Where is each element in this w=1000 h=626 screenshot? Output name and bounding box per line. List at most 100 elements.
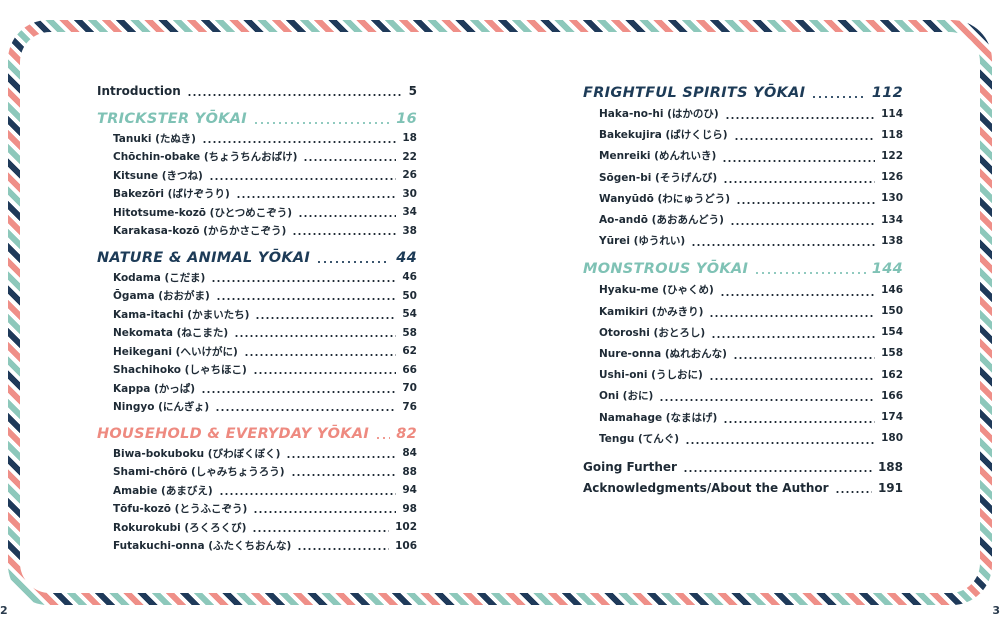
- label: Futakuchi-onna (ふたくちおんな): [113, 540, 292, 553]
- toc-entry: Heikegani (へいけがに) 62: [97, 342, 417, 361]
- page-ref: 44: [396, 250, 417, 266]
- toc-entry: Bakekujira (ばけくじら) 118: [583, 124, 903, 145]
- label: Introduction: [97, 84, 181, 98]
- label: MONSTROUS YŌKAI: [583, 261, 749, 278]
- toc-entry: Kappa (かっぱ) 70: [97, 379, 417, 398]
- label: Shami-chōrō (しゃみちょうろう): [113, 466, 285, 479]
- toc-entry: Kodama (こだま) 46: [97, 268, 417, 287]
- dot-leader: [186, 87, 403, 97]
- page-number: 3: [992, 604, 1000, 617]
- label: HOUSEHOLD & EVERYDAY YŌKAI: [97, 426, 370, 442]
- dot-leader: [292, 226, 397, 236]
- page-ref: 134: [881, 213, 903, 226]
- toc-entry: Ōgama (おおがま) 50: [97, 287, 417, 306]
- toc-left: Introduction 5 TRICKSTER YŌKAI 16 Tanuki (たぬ…: [97, 81, 417, 555]
- label: Nekomata (ねこまた): [113, 327, 229, 340]
- page-ref: 50: [402, 289, 417, 302]
- page-ref: 114: [881, 107, 903, 120]
- page-ref: 126: [881, 171, 903, 184]
- label: Yūrei (ゆうれい): [599, 235, 686, 248]
- page-ref: 188: [877, 459, 903, 474]
- toc-entry: Sōgen-bi (そうげんび) 126: [583, 167, 903, 188]
- page-ref: 22: [402, 150, 417, 163]
- label: Kitsune (きつね): [113, 169, 203, 182]
- section-heading: HOUSEHOLD & EVERYDAY YŌKAI 82: [97, 424, 417, 444]
- page-ref: 82: [396, 426, 417, 442]
- toc-entry: Kama-itachi (かまいたち) 54: [97, 305, 417, 324]
- dot-leader: [659, 392, 876, 403]
- dot-leader: [754, 265, 866, 276]
- page-ref: 18: [402, 132, 417, 145]
- label: Hitotsume-kozō (ひとつめこぞう): [113, 206, 293, 219]
- toc-entry: Kitsune (きつね) 26: [97, 166, 417, 185]
- toc-entry: Ningyo (にんぎょ) 76: [97, 398, 417, 417]
- toc-entry: Bakezōri (ばけぞうり) 30: [97, 185, 417, 204]
- toc-entry: Rokurokubi (ろくろくび) 102: [97, 518, 417, 537]
- label: Ao-andō (あおあんどう): [599, 214, 724, 227]
- dot-leader: [286, 448, 397, 459]
- page-ref: 118: [881, 128, 903, 141]
- toc-entry: Karakasa-kozō (からかさこぞう) 38: [97, 222, 417, 241]
- label: Karakasa-kozō (からかさこぞう): [113, 225, 287, 238]
- toc-entry: Tōfu-kozō (とうふこぞう) 98: [97, 500, 417, 519]
- label: Acknowledgments/About the Author: [583, 480, 829, 495]
- page-ref: 34: [402, 206, 417, 219]
- label: Nure-onna (ぬれおんな): [599, 347, 727, 360]
- page-ref: 66: [402, 363, 417, 376]
- dot-leader: [682, 462, 872, 473]
- dot-leader: [255, 309, 397, 320]
- dot-leader: [685, 434, 876, 445]
- dot-leader: [722, 152, 876, 163]
- dot-leader: [208, 170, 397, 181]
- toc-main-entry: Going Further 188: [583, 457, 903, 477]
- page-ref: 54: [402, 308, 417, 321]
- toc-entry: Shami-chōrō (しゃみちょうろう) 88: [97, 463, 417, 482]
- toc-entry: Shachihoko (しゃちほこ) 66: [97, 361, 417, 380]
- page-ref: 158: [881, 347, 903, 360]
- dot-leader: [211, 272, 397, 283]
- dot-leader: [234, 328, 397, 338]
- label: Haka-no-hi (はかのひ): [599, 108, 719, 121]
- page-ref: 162: [881, 368, 903, 381]
- toc-entry: Chōchin-obake (ちょうちんおばけ) 22: [97, 148, 417, 167]
- dot-leader: [723, 413, 876, 424]
- dot-leader: [723, 173, 876, 184]
- label: Menreiki (めんれいき): [599, 150, 717, 163]
- label: Bakezōri (ばけぞうり): [113, 188, 230, 201]
- dot-leader: [290, 467, 397, 477]
- section-heading: NATURE & ANIMAL YŌKAI 44: [97, 248, 417, 268]
- page-ref: 150: [881, 305, 903, 318]
- label: Tengu (てんぐ): [599, 432, 680, 445]
- label: Kappa (かっぱ): [113, 382, 196, 395]
- label: TRICKSTER YŌKAI: [97, 111, 247, 127]
- label: Kodama (こだま): [113, 271, 206, 284]
- label: NATURE & ANIMAL YŌKAI: [97, 250, 311, 266]
- dot-leader: [729, 216, 876, 227]
- label: Oni (おに): [599, 390, 654, 403]
- page-ref: 62: [402, 345, 417, 358]
- page-ref: 130: [881, 192, 903, 205]
- page-ref: 166: [881, 389, 903, 402]
- dot-leader: [303, 152, 397, 162]
- toc-entry: Tengu (てんぐ) 180: [583, 428, 903, 449]
- dot-leader: [215, 291, 397, 301]
- toc-entry: Nure-onna (ぬれおんな) 158: [583, 343, 903, 364]
- dot-leader: [708, 371, 876, 382]
- dot-leader: [691, 237, 876, 248]
- dot-leader: [218, 485, 397, 496]
- label: Hyaku-me (ひゃくめ): [599, 284, 714, 297]
- dot-leader: [724, 110, 876, 121]
- label: Chōchin-obake (ちょうちんおばけ): [113, 151, 298, 164]
- label: Bakekujira (ばけくじら): [599, 129, 728, 142]
- dot-leader: [811, 89, 866, 99]
- dot-leader: [711, 328, 876, 339]
- dot-leader: [252, 522, 390, 533]
- dot-leader: [375, 430, 391, 440]
- page-ref: 112: [871, 85, 903, 101]
- label: Amabie (あまびえ): [113, 484, 213, 497]
- toc-entry: Ushi-oni (うしおに) 162: [583, 364, 903, 385]
- toc-entry: Ao-andō (あおあんどう) 134: [583, 209, 903, 230]
- dot-leader: [253, 504, 397, 514]
- label: Kama-itachi (かまいたち): [113, 308, 250, 321]
- dot-leader: [298, 207, 397, 218]
